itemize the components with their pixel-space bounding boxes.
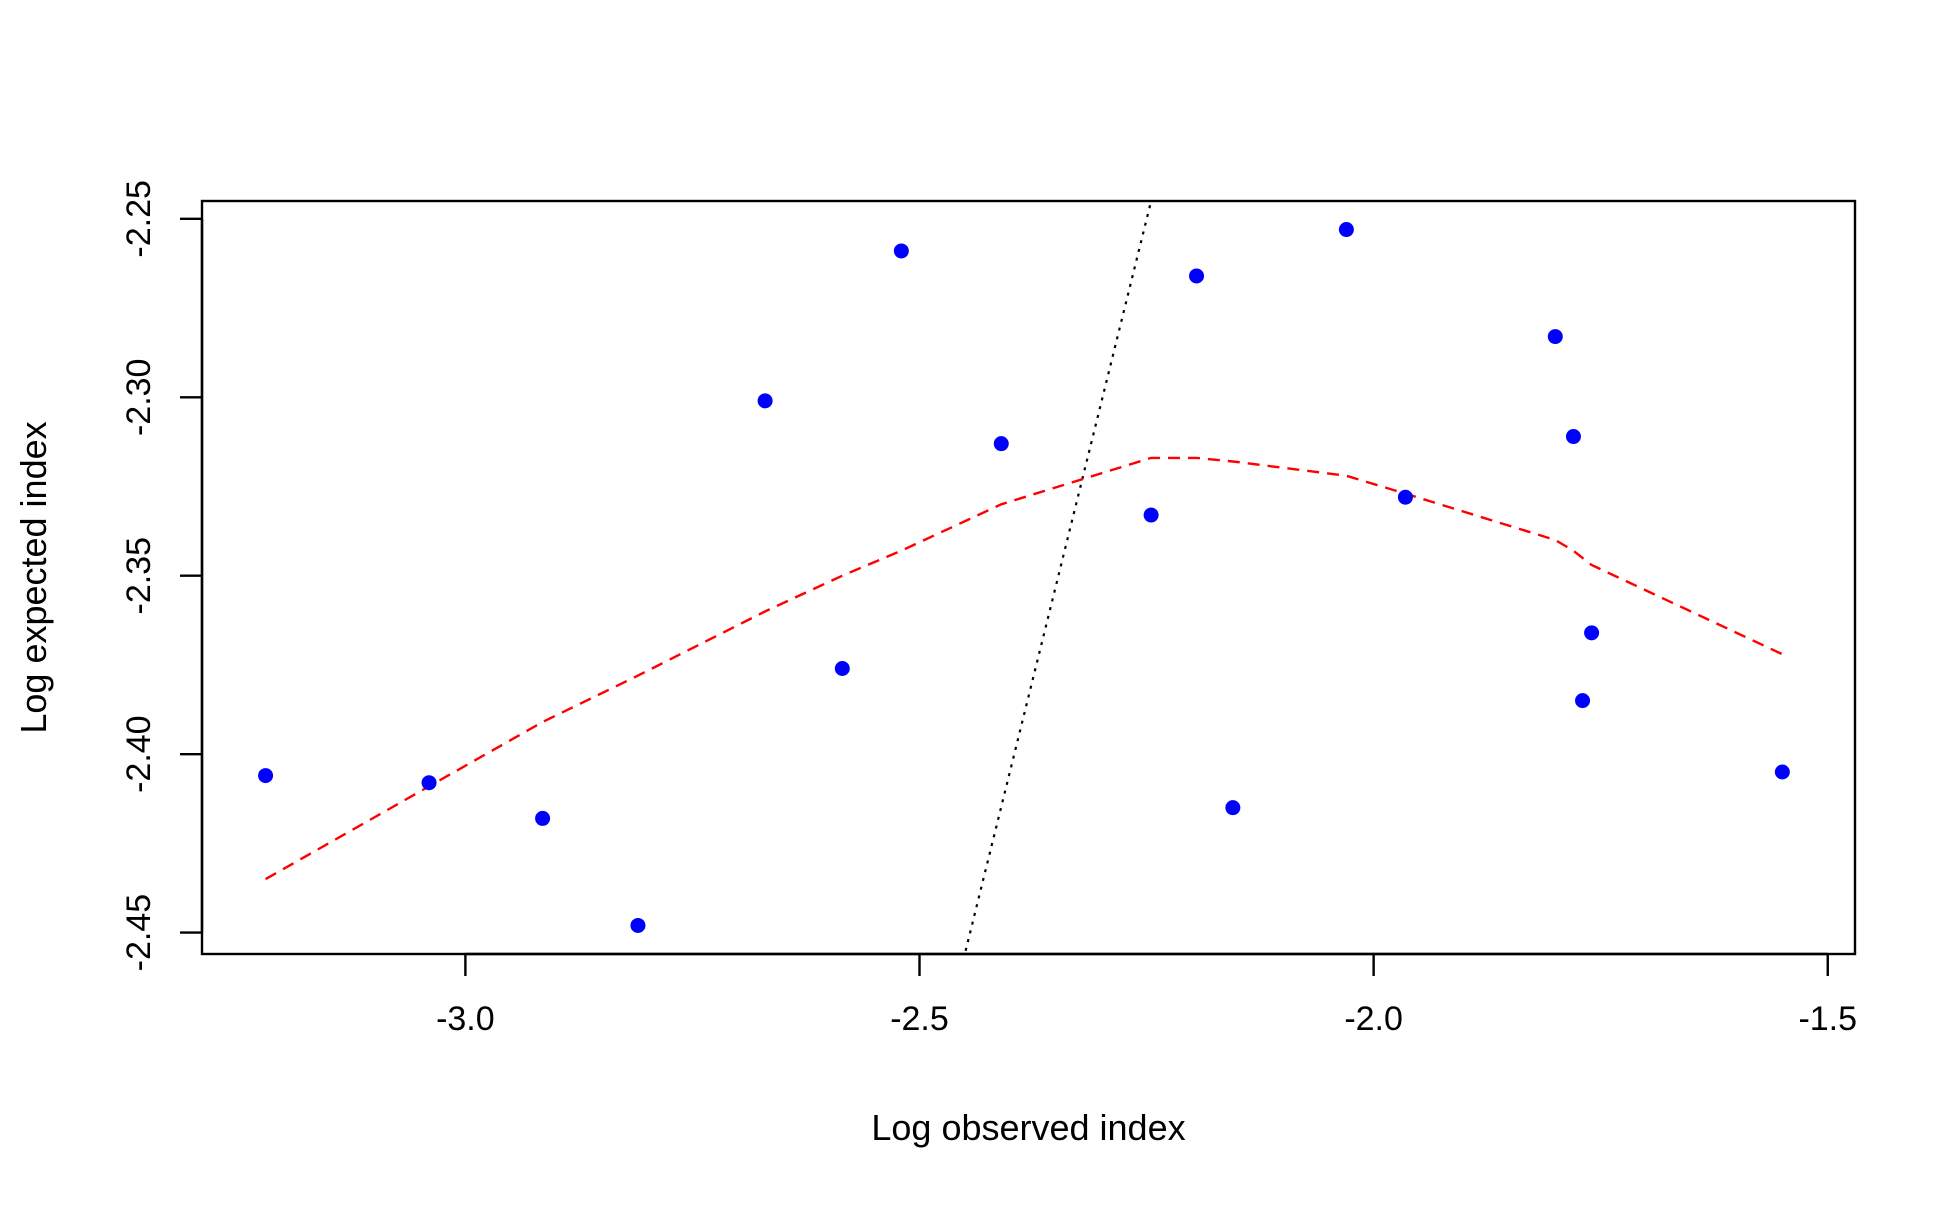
data-point [1189, 268, 1205, 284]
data-point [535, 810, 551, 826]
data-point [1575, 693, 1591, 709]
y-tick-label: -2.30 [120, 359, 158, 437]
y-tick-label: -2.25 [120, 180, 158, 258]
x-axis-title: Log observed index [871, 1107, 1185, 1148]
data-point [630, 917, 646, 933]
data-point [1547, 329, 1563, 345]
data-point [993, 436, 1009, 452]
x-tick-label: -3.0 [436, 1000, 495, 1038]
data-point [1397, 489, 1413, 505]
data-point [1565, 429, 1581, 445]
data-point [1338, 222, 1354, 238]
y-tick-label: -2.45 [120, 894, 158, 972]
x-tick-label: -2.0 [1344, 1000, 1403, 1038]
plot-area [258, 201, 1790, 954]
smooth-trend-line [265, 456, 1783, 881]
data-point [1584, 625, 1600, 641]
y-tick-label: -2.40 [120, 715, 158, 793]
reference-line [963, 201, 1153, 954]
x-tick-label: -1.5 [1798, 1000, 1857, 1038]
data-point [1774, 764, 1790, 780]
data-point [1143, 507, 1159, 523]
data-point [834, 661, 850, 677]
data-point [258, 768, 274, 784]
plot-frame [200, 199, 1857, 956]
y-tick-label: -2.35 [120, 537, 158, 615]
x-tick-label: -2.5 [890, 1000, 949, 1038]
data-point [421, 775, 437, 791]
data-point [893, 243, 909, 259]
data-point [757, 393, 773, 409]
data-point [1225, 800, 1241, 816]
y-axis-title: Log expected index [13, 421, 54, 733]
